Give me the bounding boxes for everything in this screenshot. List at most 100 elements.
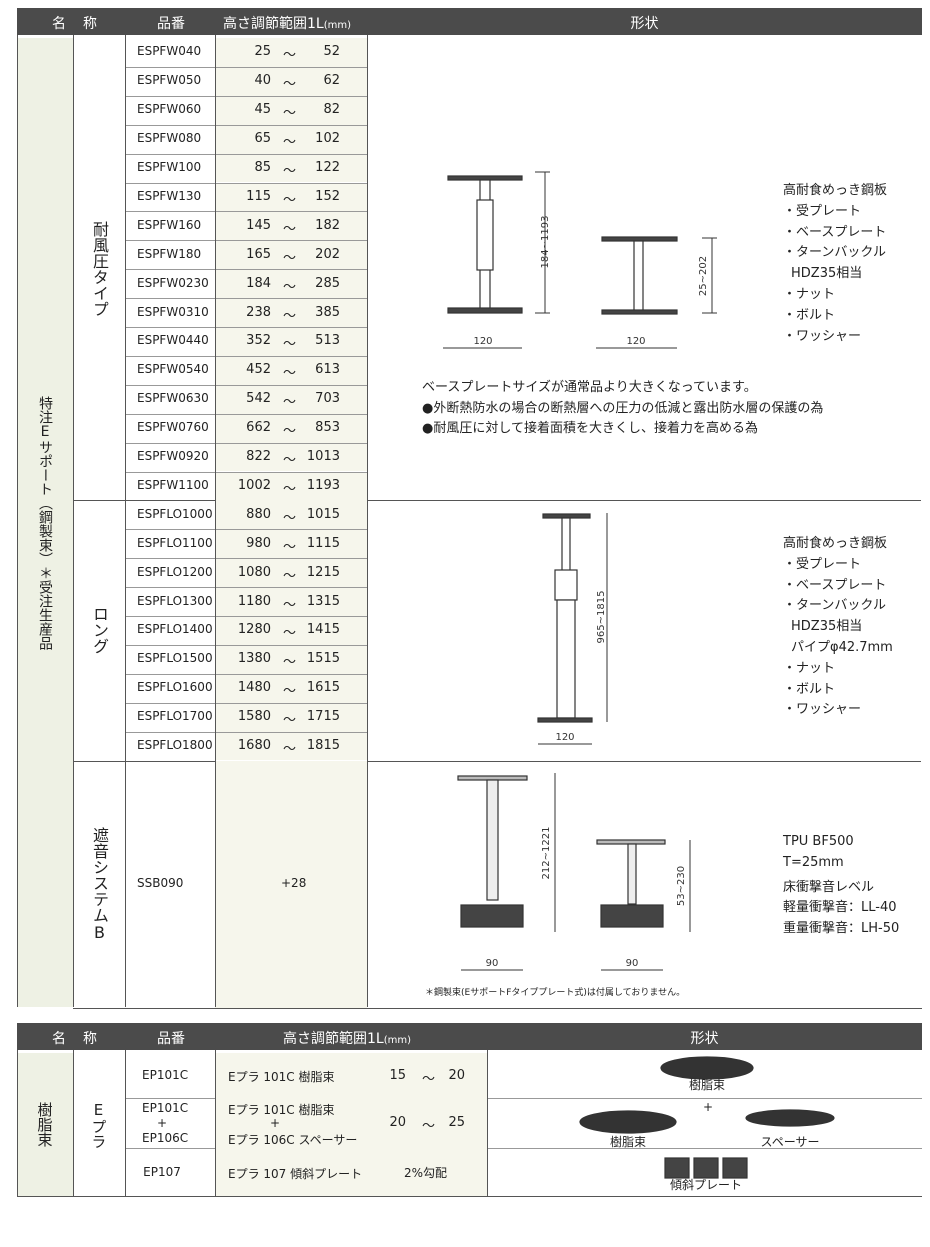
range-bg: [215, 616, 367, 645]
code: ESPFW130: [137, 188, 202, 203]
range-bg: [215, 384, 367, 414]
rule: [125, 95, 367, 97]
range-sep: ～: [283, 279, 297, 295]
header-cell: 品番: [157, 16, 185, 32]
rule: [73, 760, 922, 762]
range-bg: [215, 1098, 487, 1148]
range-min: 880: [246, 506, 271, 522]
range-sep: ～: [283, 510, 297, 526]
range-bg: [215, 760, 367, 1008]
rule: [125, 558, 367, 560]
code: ESPFLO1300: [137, 593, 213, 608]
code: ESPFW0230: [137, 275, 209, 290]
range-max: 703: [315, 391, 340, 407]
range-sep: ～: [283, 742, 297, 758]
rule: [125, 471, 367, 473]
range-sep: ～: [283, 366, 297, 382]
range-max: 1215: [306, 564, 340, 580]
range-max: 102: [315, 131, 340, 147]
header-cell: 名: [52, 1031, 66, 1047]
range-max: 385: [315, 304, 340, 320]
code: ESPFLO1500: [137, 651, 213, 666]
range-bg: [215, 298, 367, 327]
spec: TPU BF500: [783, 834, 854, 849]
range-max: 122: [315, 160, 340, 176]
code: ESPFW180: [137, 246, 202, 261]
code: ESPFW160: [137, 217, 202, 232]
image-label: スペーサー: [760, 1135, 820, 1149]
range-sep: ～: [283, 626, 297, 642]
range-min: 184: [246, 275, 271, 291]
name: Eプラ 101C 樹脂束: [228, 1102, 335, 1117]
code: ESPFW0630: [137, 391, 209, 406]
rule: [125, 673, 367, 675]
range-sep: ～: [283, 192, 297, 208]
spec: ・ベースプレート: [783, 224, 887, 240]
range-max: 1515: [306, 651, 340, 667]
range-min: 40: [254, 73, 271, 89]
note: ＊鋼製束(EサポートFタイププレート式)は付属しておりません。: [425, 988, 686, 998]
spec: ・ワッシャー: [783, 328, 862, 344]
name: Eプラ 101C 樹脂束: [228, 1070, 335, 1084]
range-sep: ～: [283, 453, 297, 469]
image-label: 樹脂束: [609, 1135, 647, 1149]
range-max: 513: [315, 333, 340, 349]
rule: [73, 35, 74, 1007]
range-bg: [215, 66, 367, 96]
range-bg: [215, 38, 367, 67]
rule: [125, 355, 367, 357]
name: Eプラ 106C スペーサー: [228, 1132, 358, 1147]
range-min: 165: [246, 246, 271, 262]
rule: [125, 616, 367, 617]
range-sep: ～: [283, 337, 297, 353]
spec: ・ワッシャー: [783, 702, 862, 718]
code: EP101C: [142, 1068, 189, 1082]
category-bg: 樹脂束: [17, 1053, 73, 1196]
range-max: 285: [315, 275, 340, 291]
range-sep: ～: [283, 135, 297, 151]
range-max: 82: [323, 102, 340, 118]
range-sep: ～: [283, 568, 297, 584]
range-bg: [215, 95, 367, 125]
code: EP107: [143, 1164, 181, 1179]
unit: (mm): [383, 1035, 412, 1046]
code: ESPFLO1200: [137, 564, 213, 579]
range-max: 613: [315, 362, 340, 378]
code: ESPFLO1000: [137, 506, 213, 521]
range-bg: [215, 471, 367, 501]
range-min: 1080: [237, 564, 271, 580]
range-sep: ～: [422, 1119, 436, 1134]
range-min: 25: [254, 44, 271, 60]
rule: [125, 702, 367, 704]
code: ESPFW0540: [137, 362, 209, 377]
rule: [125, 327, 367, 328]
dim: 965~1815: [596, 591, 607, 644]
spec: HDZ35相当: [791, 619, 863, 635]
code: ESPFW1100: [137, 477, 209, 492]
range-min: 1180: [237, 593, 271, 609]
rule: [125, 240, 367, 242]
range-max: 152: [315, 188, 340, 204]
range-bg: [215, 182, 367, 212]
rule: [125, 529, 367, 531]
rule: [125, 644, 367, 646]
dim: 25~202: [698, 256, 709, 296]
range-bg: [215, 500, 367, 530]
code: ESPFW050: [137, 73, 202, 88]
range-min: 85: [254, 160, 271, 176]
header-cell: 名: [52, 16, 66, 32]
header-cell: 形状: [690, 1031, 719, 1047]
rule: [17, 1196, 922, 1197]
range-max: 25: [448, 1115, 465, 1130]
spec: 重量衝撃音：LH-50: [783, 921, 900, 937]
note: ベースプレートサイズが通常品より大きくなっています。: [422, 380, 757, 395]
rule: [125, 66, 367, 68]
range-min: 145: [246, 217, 271, 233]
range-max: 853: [315, 420, 340, 436]
range-min: 662: [246, 420, 271, 436]
range-sep: ～: [283, 164, 297, 180]
rule: [17, 1050, 18, 1196]
range-bg: [215, 673, 367, 703]
range-min: 238: [246, 304, 271, 320]
